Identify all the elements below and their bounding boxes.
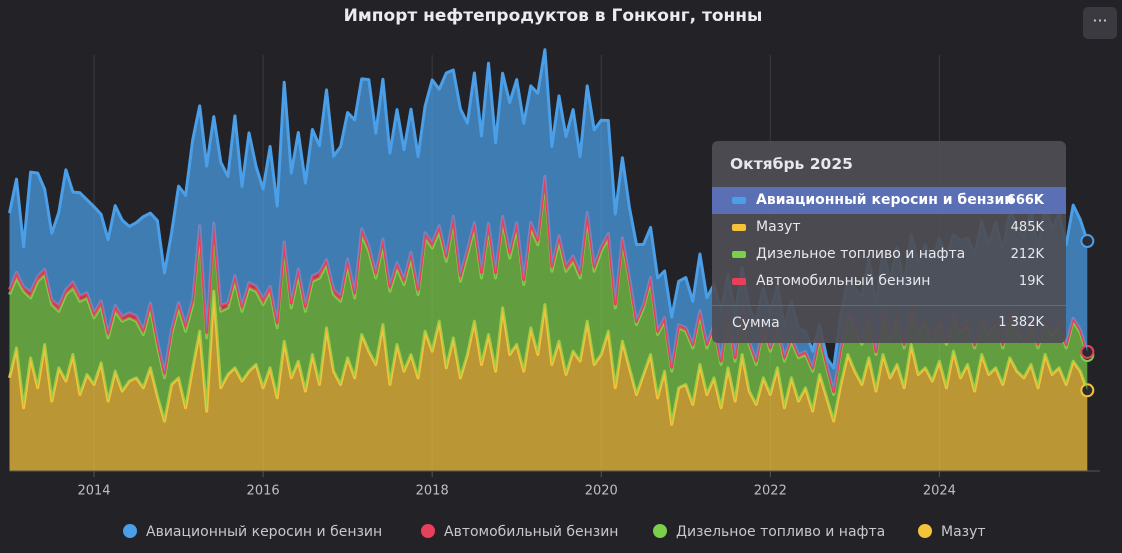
tooltip-value: 485K bbox=[1010, 220, 1044, 235]
chart-title: Импорт нефтепродуктов в Гонконг, тонны bbox=[344, 6, 763, 26]
legend-label: Автомобильный бензин bbox=[444, 524, 618, 540]
x-tick-label: 2024 bbox=[923, 484, 956, 499]
legend-item[interactable]: Автомобильный бензин bbox=[421, 524, 618, 540]
tooltip-title: Октябрь 2025 bbox=[730, 155, 853, 173]
x-tick-label: 2020 bbox=[585, 484, 618, 499]
point-marker bbox=[1080, 383, 1095, 398]
tooltip-row: Автомобильный бензин 19K bbox=[712, 268, 1066, 295]
legend-item[interactable]: Мазут bbox=[918, 524, 986, 540]
tooltip: Октябрь 2025 Авиационный керосин и бензи… bbox=[712, 141, 1066, 343]
tooltip-value: 19K bbox=[1018, 274, 1044, 289]
tooltip-total-name: Сумма bbox=[732, 315, 780, 331]
tooltip-name: Авиационный керосин и бензин bbox=[756, 192, 1014, 208]
legend-label: Дизельное топливо и нафта bbox=[676, 524, 885, 540]
tooltip-separator bbox=[712, 305, 1066, 306]
tooltip-row: Мазут 485K bbox=[712, 214, 1066, 241]
tooltip-name: Дизельное топливо и нафта bbox=[756, 246, 966, 262]
point-marker bbox=[1080, 234, 1095, 249]
area-fill bbox=[9, 181, 1088, 425]
legend-label: Мазут bbox=[941, 524, 986, 540]
tooltip-row: Авиационный керосин и бензин 666K bbox=[712, 187, 1066, 214]
tooltip-swatch bbox=[732, 251, 746, 258]
tooltip-name: Мазут bbox=[756, 219, 801, 235]
legend-swatch bbox=[653, 524, 667, 538]
area-fill bbox=[9, 291, 1088, 471]
legend-item[interactable]: Дизельное топливо и нафта bbox=[653, 524, 885, 540]
tooltip-value: 666K bbox=[1006, 193, 1044, 208]
tooltip-swatch bbox=[732, 224, 746, 231]
x-tick-label: 2014 bbox=[77, 484, 110, 499]
legend-swatch bbox=[123, 524, 137, 538]
legend-label: Авиационный керосин и бензин bbox=[146, 524, 382, 540]
legend-swatch bbox=[918, 524, 932, 538]
x-tick-label: 2016 bbox=[247, 484, 280, 499]
tooltip-row: Дизельное топливо и нафта 212K bbox=[712, 241, 1066, 268]
legend-swatch bbox=[421, 524, 435, 538]
x-tick-label: 2018 bbox=[416, 484, 449, 499]
x-tick-label: 2022 bbox=[754, 484, 787, 499]
tooltip-total-value: 1 382K bbox=[998, 315, 1044, 330]
tooltip-total: Сумма 1 382K bbox=[712, 306, 1066, 340]
tooltip-name: Автомобильный бензин bbox=[756, 273, 931, 289]
tooltip-value: 212K bbox=[1010, 247, 1044, 262]
menu-button[interactable]: ··· bbox=[1083, 7, 1117, 39]
legend-item[interactable]: Авиационный керосин и бензин bbox=[123, 524, 382, 540]
area-fill bbox=[9, 49, 1088, 392]
tooltip-swatch bbox=[732, 197, 746, 204]
point-marker bbox=[1080, 344, 1095, 359]
tooltip-swatch bbox=[732, 278, 746, 285]
